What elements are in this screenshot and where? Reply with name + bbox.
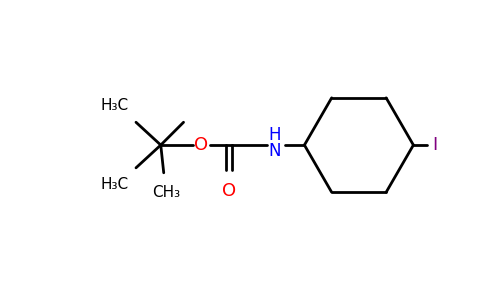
Text: O: O: [222, 182, 236, 200]
Text: CH₃: CH₃: [151, 185, 180, 200]
Text: H₃C: H₃C: [101, 177, 129, 192]
Text: H
N: H N: [269, 126, 281, 160]
Text: O: O: [194, 136, 209, 154]
Text: H₃C: H₃C: [101, 98, 129, 113]
Text: I: I: [432, 136, 438, 154]
